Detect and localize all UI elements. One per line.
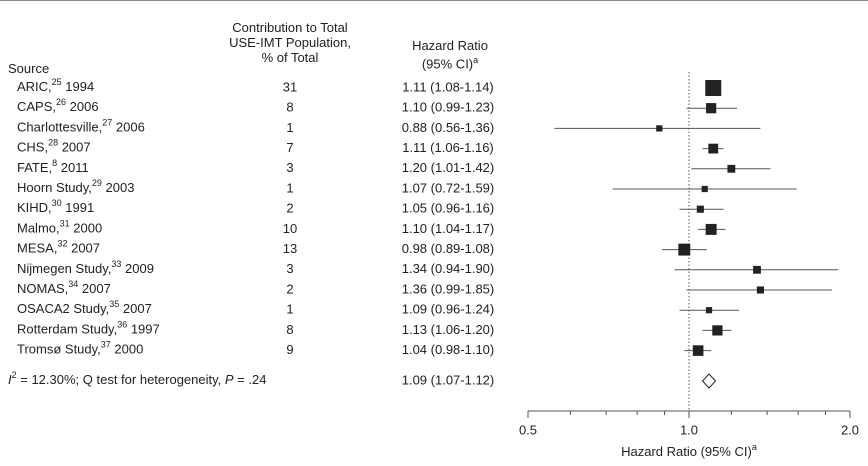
contribution-value: 1 xyxy=(286,120,293,135)
hazard-ratio-text: 0.98 (0.89-1.08) xyxy=(402,241,495,256)
header-contribution-line1: Contribution to Total xyxy=(232,20,348,35)
header-source: Source xyxy=(8,61,50,76)
x-tick-label: 2.0 xyxy=(841,422,859,437)
contribution-value: 2 xyxy=(286,201,293,216)
point-marker xyxy=(708,143,719,154)
hazard-ratio-text: 1.09 (0.96-1.24) xyxy=(402,302,495,317)
x-axis-label: Hazard Ratio (95% CI)a xyxy=(621,442,757,459)
point-marker xyxy=(656,125,663,132)
study-label: Hoorn Study,29 2003 xyxy=(17,178,134,195)
study-label: FATE,8 2011 xyxy=(17,158,89,175)
study-label: ARIC,25 1994 xyxy=(17,77,94,94)
study-label: Malmo,31 2000 xyxy=(17,219,102,236)
point-marker xyxy=(701,185,708,193)
hazard-ratio-text: 1.34 (0.94-1.90) xyxy=(402,261,495,276)
hazard-ratio-text: 1.20 (1.01-1.42) xyxy=(402,160,495,175)
contribution-value: 1 xyxy=(286,180,293,195)
study-label: Nijmegen Study,33 2009 xyxy=(17,259,154,276)
contribution-value: 2 xyxy=(286,281,293,296)
header-hr-line2: (95% CI)a xyxy=(421,55,479,72)
point-marker xyxy=(706,103,717,114)
point-marker xyxy=(712,325,723,336)
study-label: Rotterdam Study,36 1997 xyxy=(17,320,160,337)
hazard-ratio-text: 1.11 (1.06-1.16) xyxy=(402,140,494,155)
pooled-label: I2 = 12.30%; Q test for heterogeneity, P… xyxy=(8,370,266,387)
contribution-value: 10 xyxy=(283,221,297,236)
contribution-value: 13 xyxy=(283,241,297,256)
point-marker xyxy=(705,223,717,235)
point-marker xyxy=(753,265,761,274)
header-contribution: Contribution to Total USE-IMT Population… xyxy=(180,20,400,65)
top-rule xyxy=(0,0,868,1)
contribution-value: 7 xyxy=(286,140,293,155)
point-marker xyxy=(692,345,704,356)
hazard-ratio-text: 1.36 (0.99-1.85) xyxy=(402,281,495,296)
point-marker xyxy=(696,205,704,213)
header-contribution-line2: USE-IMT Population, xyxy=(229,35,351,50)
contribution-value: 8 xyxy=(286,100,293,115)
point-marker xyxy=(727,164,736,173)
hazard-ratio-text: 1.10 (1.04-1.17) xyxy=(402,221,495,236)
hazard-ratio-text: 1.10 (0.99-1.23) xyxy=(402,100,495,115)
hazard-ratio-text: 1.07 (0.72-1.59) xyxy=(402,180,495,195)
contribution-value: 3 xyxy=(286,261,293,276)
study-label: CAPS,26 2006 xyxy=(17,98,99,115)
point-marker xyxy=(705,80,722,96)
header-hr-line1: Hazard Ratio xyxy=(412,38,488,53)
hazard-ratio-text: 1.04 (0.98-1.10) xyxy=(402,342,495,357)
study-label: NOMAS,34 2007 xyxy=(17,279,111,296)
study-label: OSACA2 Study,35 2007 xyxy=(17,300,152,317)
study-label: Charlottesville,27 2006 xyxy=(17,118,145,135)
contribution-value: 1 xyxy=(286,302,293,317)
point-marker xyxy=(678,243,691,256)
x-tick-label: 1.0 xyxy=(680,422,698,437)
pooled-diamond xyxy=(701,373,717,389)
point-marker xyxy=(756,286,764,294)
hazard-ratio-text: 0.88 (0.56-1.36) xyxy=(402,120,495,135)
header-hr-sup: a xyxy=(473,55,479,65)
study-label: Tromsø Study,37 2000 xyxy=(17,340,143,357)
contribution-value: 3 xyxy=(286,160,293,175)
hazard-ratio-text: 1.05 (0.96-1.16) xyxy=(402,201,495,216)
header-hazard-ratio: Hazard Ratio (95% CI)a xyxy=(380,38,520,71)
contribution-value: 8 xyxy=(286,322,293,337)
point-marker xyxy=(705,307,713,314)
study-label: CHS,28 2007 xyxy=(17,138,91,155)
study-label: KIHD,30 1991 xyxy=(17,199,94,216)
header-contribution-line3: % of Total xyxy=(261,50,319,65)
contribution-value: 9 xyxy=(286,342,293,357)
contribution-value: 31 xyxy=(283,79,297,94)
x-tick-label: 0.5 xyxy=(519,422,537,437)
hazard-ratio-text: 1.11 (1.08-1.14) xyxy=(402,79,494,94)
pooled-hazard-ratio-text: 1.09 (1.07-1.12) xyxy=(402,372,495,387)
hazard-ratio-text: 1.13 (1.06-1.20) xyxy=(402,322,495,337)
study-label: MESA,32 2007 xyxy=(17,239,100,256)
